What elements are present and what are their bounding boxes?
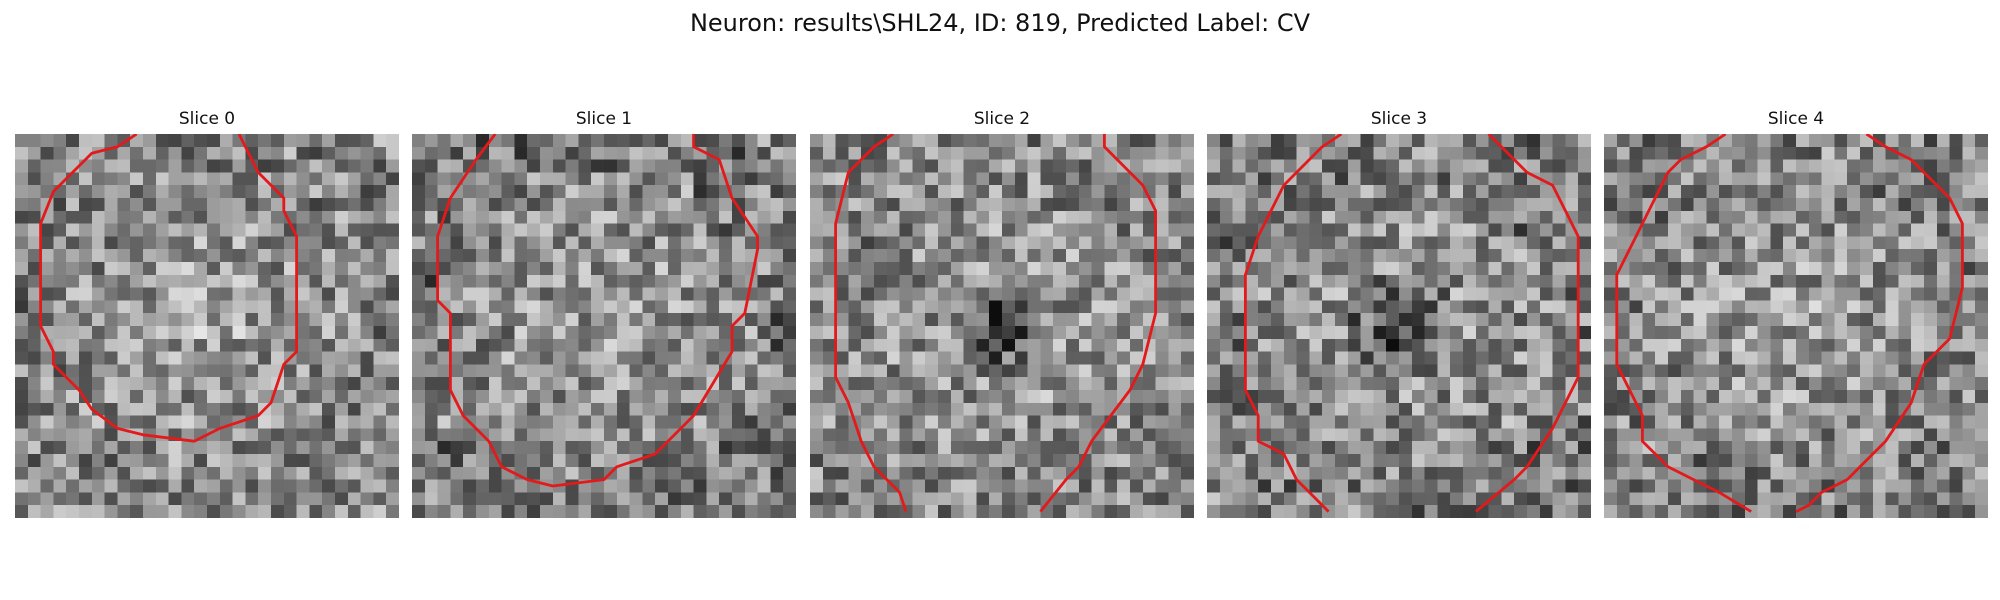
cell-contour-line [1243, 134, 1343, 513]
slice-image-0 [15, 134, 399, 518]
slice-image-1 [412, 134, 796, 518]
slice-title: Slice 2 [973, 109, 1031, 129]
slice-panel-3: Slice 3 [1207, 108, 1591, 518]
slice-image-3 [1207, 134, 1591, 518]
slice-title: Slice 3 [1370, 109, 1428, 129]
cell-contour-line [1795, 134, 1964, 513]
slice-title: Slice 4 [1767, 109, 1825, 129]
slice-panel-1: Slice 1 [412, 108, 796, 518]
cell-contour-line [39, 134, 299, 443]
figure-title: Neuron: results\SHL24, ID: 819, Predicte… [689, 9, 1311, 37]
slice-image-4 [1604, 134, 1988, 518]
cell-contour-line [1615, 134, 1752, 513]
slice-title: Slice 1 [575, 109, 633, 129]
slice-panel-4: Slice 4 [1604, 108, 1988, 518]
cell-contour-line [1039, 134, 1158, 513]
slice-image-2 [810, 134, 1194, 518]
slice-title: Slice 0 [178, 109, 236, 129]
slice-panel-0: Slice 0 [15, 108, 399, 518]
slice-panel-2: Slice 2 [810, 108, 1194, 518]
cell-contour-line [1474, 134, 1580, 513]
cell-contour-line [436, 134, 760, 488]
cell-contour-line [834, 134, 908, 513]
